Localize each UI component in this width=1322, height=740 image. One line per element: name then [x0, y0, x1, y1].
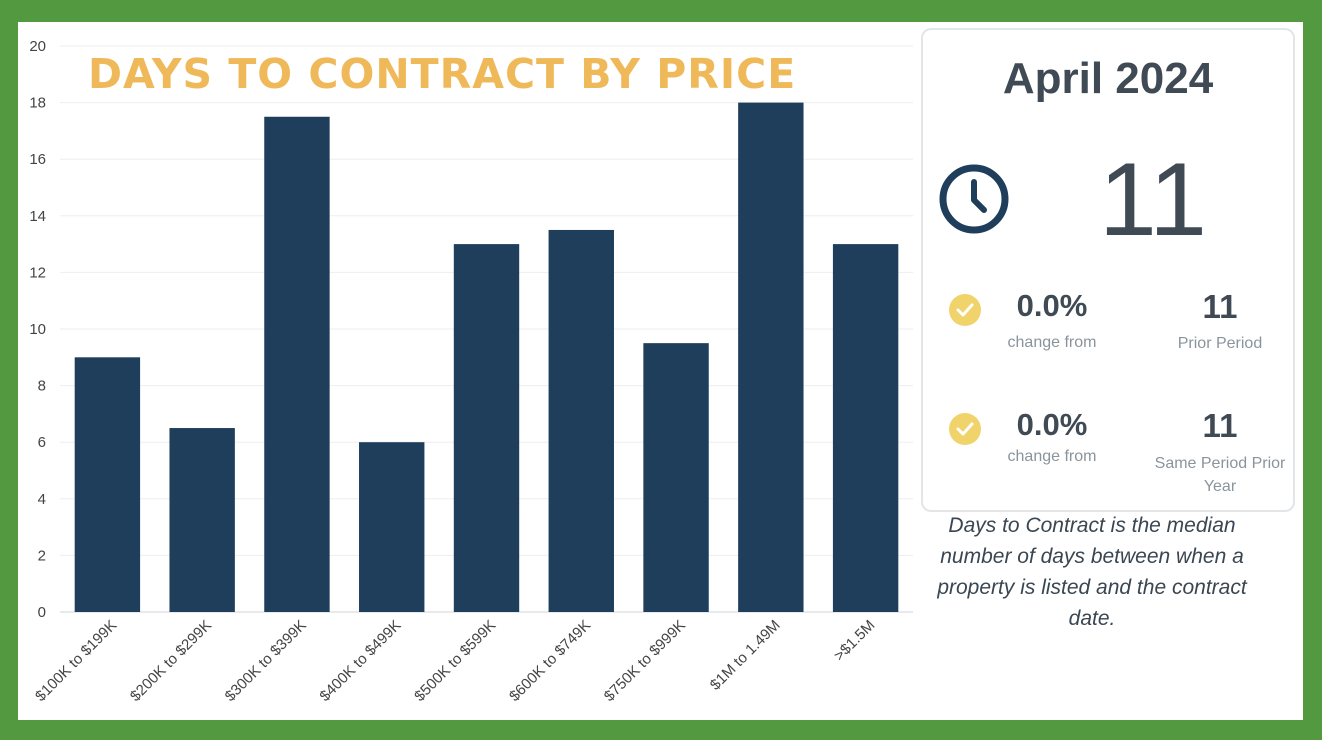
x-tick-label: $500K to $599K: [411, 617, 499, 705]
bar: [738, 102, 804, 612]
bar: [453, 244, 520, 612]
same-period-value: 11: [1202, 407, 1238, 444]
clock-icon: [939, 164, 1009, 234]
y-tick-label: 18: [29, 95, 46, 112]
bar: [74, 357, 141, 612]
change-percent: 0.0%: [1016, 407, 1088, 442]
x-tick-label: $750K to $999K: [601, 617, 689, 705]
y-tick-label: 8: [38, 378, 46, 395]
bar: [643, 343, 709, 612]
same-period-label: Same Period Prior Year: [1154, 455, 1286, 495]
bar: [359, 442, 425, 612]
prior-period-value: 11: [1202, 288, 1238, 325]
x-tick-label: >$1.5M: [831, 617, 879, 665]
y-tick-label: 12: [29, 264, 46, 281]
y-tick-label: 14: [29, 208, 46, 225]
days-value: 11: [1099, 142, 1207, 258]
y-tick-label: 4: [38, 491, 46, 508]
bar: [548, 229, 614, 612]
x-tick-label: $300K to $399K: [222, 617, 310, 705]
y-tick-label: 0: [38, 604, 46, 621]
description-text: Days to Contract is the median number of…: [937, 514, 1247, 630]
y-tick-label: 10: [29, 321, 46, 338]
check-icon: [949, 294, 981, 326]
card-period: April 2024: [1002, 54, 1214, 103]
x-tick-label: $100K to $199K: [32, 617, 120, 705]
x-tick-label: $400K to $499K: [316, 617, 404, 705]
y-tick-label: 16: [29, 151, 46, 168]
stats-card: April 2024 11 0.0% change from 11 Prior …: [921, 28, 1295, 512]
change-label: change from: [1007, 448, 1097, 465]
bar-chart: 0 2 4 6 8 10 12 14 16 18 20 $100K to $199K $200K to …: [29, 38, 913, 705]
change-label: change from: [1007, 334, 1097, 351]
y-tick-label: 6: [38, 434, 46, 451]
bar: [264, 116, 330, 612]
content-frame: 0 2 4 6 8 10 12 14 16 18 20 $100K to $199K $200K to …: [18, 22, 1303, 720]
x-tick-label: $1M to 1.49M: [707, 617, 784, 694]
y-tick-label: 20: [29, 38, 46, 55]
x-tick-label: $600K to $749K: [506, 617, 594, 705]
bar: [832, 244, 899, 612]
x-tick-label: $200K to $299K: [127, 617, 215, 705]
bar: [169, 428, 235, 612]
chart-title: DAYS TO CONTRACT BY PRICE: [88, 50, 797, 98]
prior-period-label: Prior Period: [1177, 335, 1263, 352]
check-icon: [949, 413, 981, 445]
y-tick-label: 2: [38, 547, 46, 564]
change-percent: 0.0%: [1016, 288, 1088, 323]
